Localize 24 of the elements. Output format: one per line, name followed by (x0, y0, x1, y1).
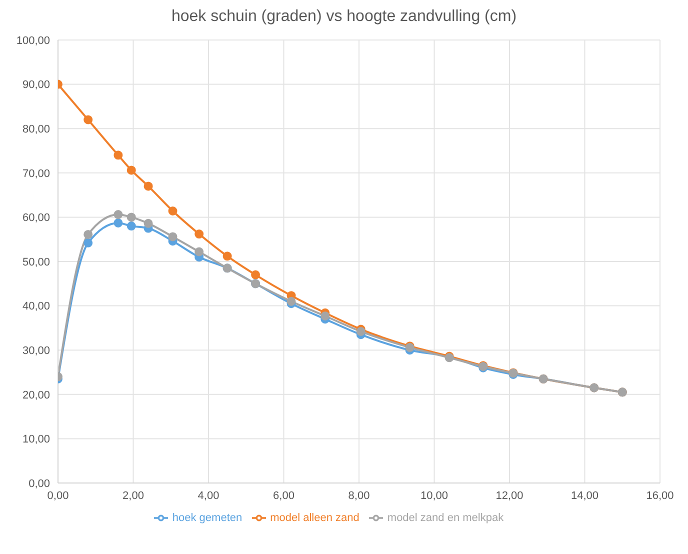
y-tick-label: 70,00 (22, 168, 50, 180)
legend-label: hoek gemeten (172, 512, 242, 524)
x-tick-label: 4,00 (198, 490, 220, 502)
y-tick-label: 0,00 (28, 478, 50, 490)
y-tick-label: 100,00 (16, 34, 50, 47)
x-tick-label: 2,00 (122, 490, 144, 502)
y-tick-label: 60,00 (22, 212, 50, 224)
chart-title: hoek schuin (graden) vs hoogte zandvulling (cm) (170, 8, 518, 26)
y-tick-label: 40,00 (22, 300, 50, 313)
y-tick-label: 90,00 (22, 79, 50, 92)
x-tick-label: 12,00 (496, 490, 524, 502)
legend-label: model alleen zand (270, 512, 360, 524)
y-tick-label: 20,00 (22, 389, 50, 402)
x-tick-label: 10,00 (420, 490, 448, 502)
y-tick-label: 50,00 (22, 256, 50, 268)
legend-label: model zand en melkpak (387, 512, 504, 524)
x-tick-label: 0,00 (47, 490, 69, 502)
y-tick-label: 80,00 (22, 124, 50, 136)
y-tick-label: 10,00 (22, 434, 50, 446)
x-tick-label: 8,00 (348, 490, 370, 502)
x-tick-label: 6,00 (273, 490, 294, 502)
x-tick-label: 14,00 (570, 490, 599, 502)
x-tick-label: 16,00 (646, 490, 674, 502)
y-tick-label: 30,00 (22, 345, 50, 358)
